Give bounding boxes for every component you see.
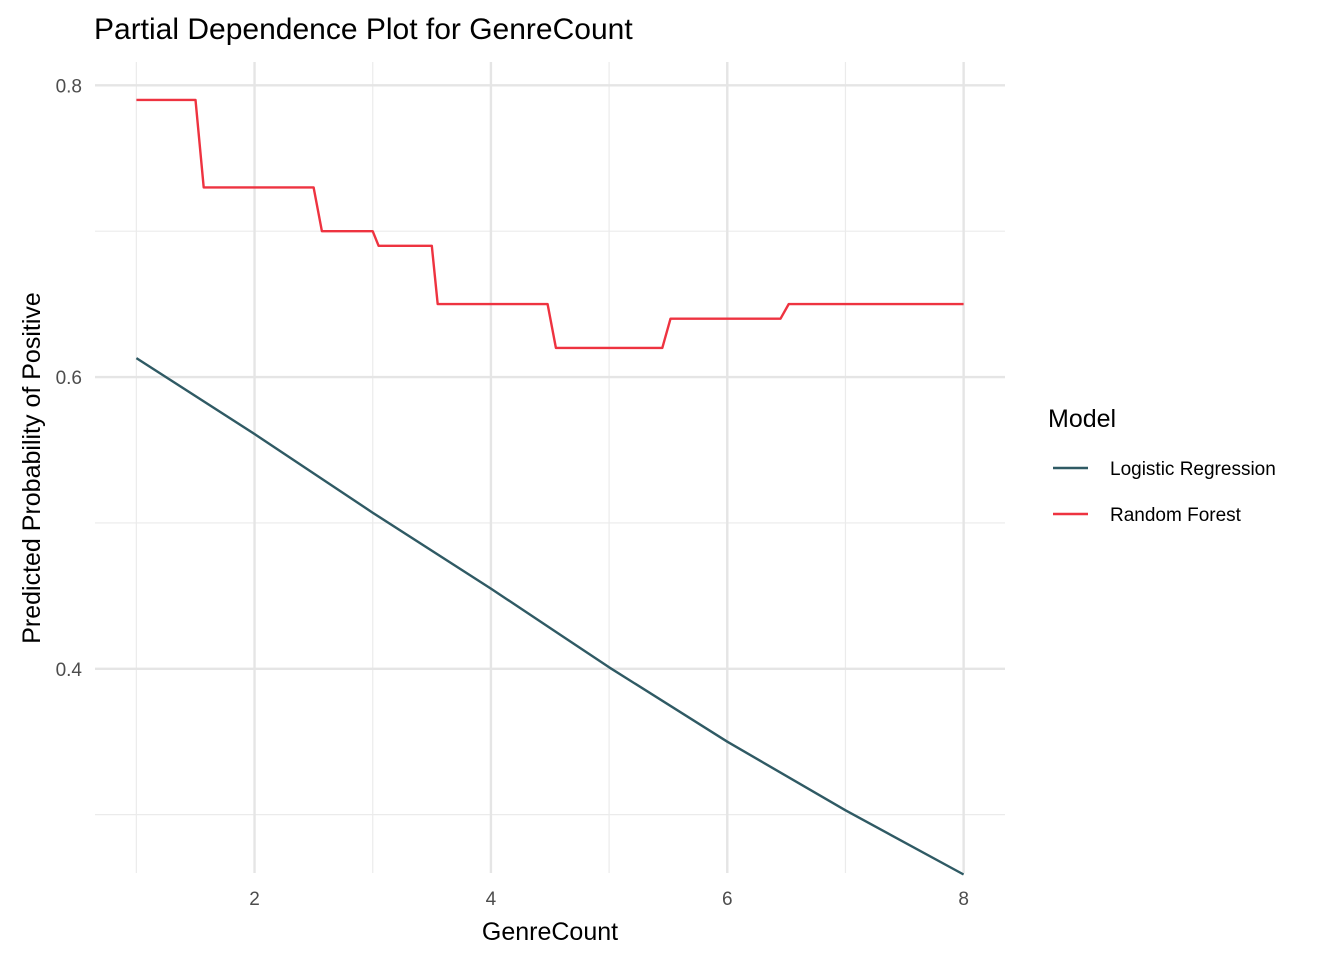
chart-title: Partial Dependence Plot for GenreCount <box>94 13 633 46</box>
legend-label-random-forest: Random Forest <box>1110 505 1242 526</box>
y-tick-label: 0.8 <box>56 76 82 97</box>
legend-items: Logistic Regression Random Forest <box>1053 459 1276 526</box>
minor-gridlines <box>95 62 1005 873</box>
y-tick-label: 0.4 <box>56 660 83 681</box>
x-axis-ticks: 2 4 6 8 <box>249 889 969 910</box>
x-tick-label: 4 <box>486 889 497 910</box>
x-tick-label: 2 <box>249 889 260 910</box>
series-lines <box>135 98 965 876</box>
legend-label-logistic-regression: Logistic Regression <box>1110 459 1276 480</box>
series-line-logistic-regression <box>135 357 965 876</box>
major-gridlines <box>95 62 1005 873</box>
y-tick-label: 0.6 <box>56 368 82 389</box>
x-tick-label: 8 <box>958 889 969 910</box>
x-axis-title: GenreCount <box>482 918 618 946</box>
legend: Model Logistic Regression Random Forest <box>1048 405 1276 526</box>
x-tick-label: 6 <box>722 889 733 910</box>
legend-title: Model <box>1048 405 1116 433</box>
y-axis-title: Predicted Probability of Positive <box>18 292 46 644</box>
y-axis-ticks: 0.4 0.6 0.8 <box>56 76 83 680</box>
series-line-random-forest <box>136 98 964 350</box>
